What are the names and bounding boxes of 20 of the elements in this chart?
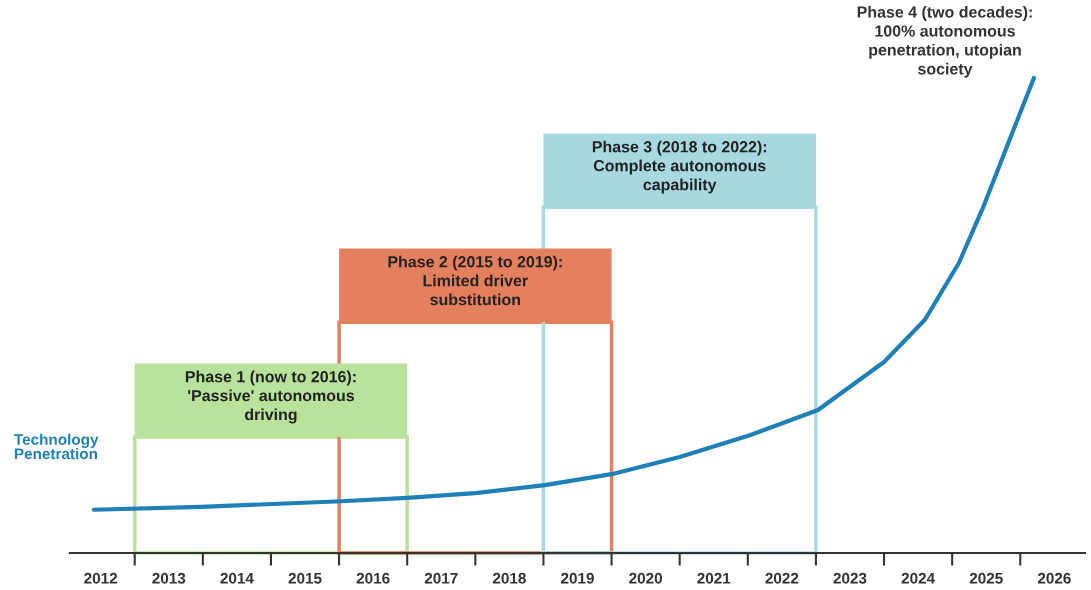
band-label: Phase 1 (now to 2016): 'Passive' autonomous driving bbox=[185, 370, 356, 424]
x-tick-label: 2014 bbox=[220, 572, 254, 584]
x-tick-label: 2023 bbox=[833, 572, 867, 584]
x-tick-label: 2021 bbox=[697, 572, 731, 584]
x-tick-label: 2016 bbox=[356, 572, 390, 584]
x-tick-label: 2022 bbox=[765, 572, 799, 584]
x-tick-label: 2018 bbox=[492, 572, 526, 584]
x-tick-label: 2020 bbox=[629, 572, 662, 584]
x-tick-label: 2019 bbox=[561, 572, 594, 584]
x-tick-label: 2026 bbox=[1037, 572, 1071, 584]
text: Technology Penetration bbox=[14, 433, 99, 460]
x-tick-label: 2017 bbox=[424, 572, 458, 584]
x-tick-label: 2025 bbox=[969, 572, 1003, 584]
x-tick-label: 2012 bbox=[84, 572, 118, 584]
band-label: Phase 2 (2015 to 2019): Limited driver substitution bbox=[388, 255, 562, 306]
band-label: Phase 3 (2018 to 2022): Complete autonomous capability bbox=[592, 140, 767, 194]
x-tick-label: 2015 bbox=[288, 572, 322, 584]
x-tick-label: 2013 bbox=[152, 572, 186, 584]
x-tick-label: 2024 bbox=[901, 572, 936, 584]
text: Phase 4 (two decades): 100% autonomous penetration, utopian society bbox=[857, 6, 1032, 78]
